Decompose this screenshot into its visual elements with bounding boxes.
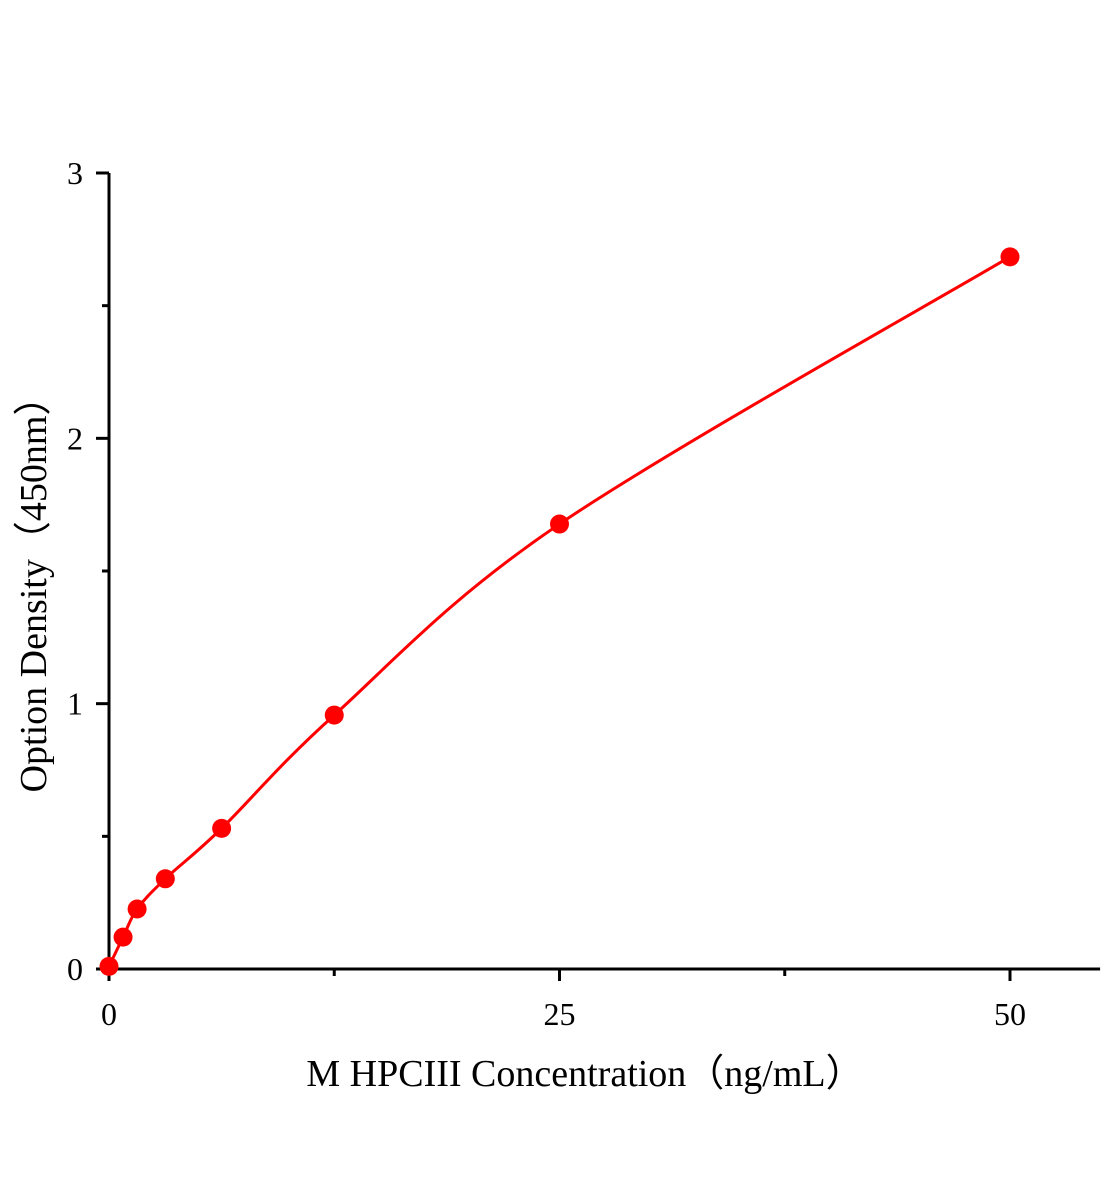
data-points: [99, 247, 1020, 976]
x-tick-label: 25: [544, 996, 576, 1032]
data-point: [127, 899, 147, 919]
y-tick-label: 1: [67, 686, 83, 722]
axes: 0 25 50 0 1 2 3: [67, 155, 1101, 1032]
x-tick-label: 0: [101, 996, 117, 1032]
y-axis-label: Option Density（450nm）: [13, 378, 55, 793]
data-point: [212, 818, 232, 838]
data-point: [550, 514, 569, 534]
x-tick-label: 50: [994, 996, 1026, 1032]
fit-curve: [107, 255, 1011, 967]
y-tick-label: 2: [67, 420, 83, 456]
data-point: [324, 705, 344, 725]
y-tick-label: 0: [67, 951, 83, 987]
data-point: [155, 869, 175, 889]
data-point: [113, 927, 133, 947]
x-axis-label: M HPCIII Concentration（ng/mL）: [306, 1053, 863, 1095]
y-tick-label: 3: [67, 155, 83, 191]
data-point: [1000, 247, 1020, 267]
data-point: [99, 956, 119, 976]
